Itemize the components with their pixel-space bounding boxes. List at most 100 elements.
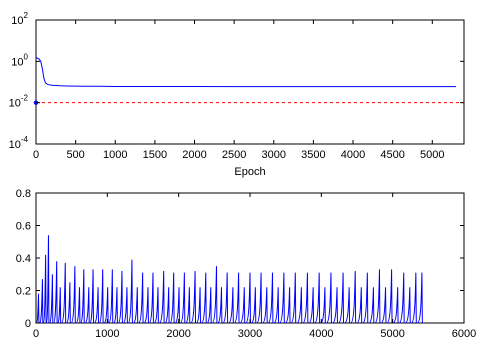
x-tick-label: 5000: [380, 328, 404, 340]
x-tick-label: 2000: [166, 328, 190, 340]
x-tick-label: 5000: [420, 149, 444, 161]
y-tick-label: 100: [11, 52, 28, 68]
spike-mark: [84, 287, 90, 324]
spike-mark: [80, 269, 85, 324]
y-tick-label: 0.4: [16, 253, 31, 265]
spike-mark: [75, 287, 81, 324]
spike-mark: [416, 272, 423, 324]
x-tick-label: 0: [33, 328, 39, 340]
x-tick-label: 1000: [103, 149, 127, 161]
spike-mark: [153, 287, 159, 324]
spike-mark: [386, 269, 393, 324]
spike-mark: [362, 272, 369, 324]
spike-mark: [132, 287, 139, 324]
spike-mark: [42, 254, 47, 324]
y-tick-label: 0: [25, 318, 31, 330]
spike-mark: [308, 287, 315, 324]
x-tick-label: 3000: [238, 328, 262, 340]
x-tick-label: 2000: [182, 149, 206, 161]
spike-mark: [392, 287, 399, 324]
spike-mark: [228, 287, 234, 324]
spike-mark: [211, 266, 218, 324]
spike-mark: [290, 272, 297, 324]
x-tick-label: 0: [33, 149, 39, 161]
spike-mark: [404, 287, 411, 324]
spike-mark: [256, 272, 262, 324]
spike-mark: [262, 287, 268, 324]
y-tick-label: 10-4: [9, 135, 29, 151]
spike-mark: [185, 287, 191, 324]
spike-mark: [410, 272, 417, 324]
x-tick-label: 3000: [262, 149, 286, 161]
x-tick-label: 500: [66, 149, 84, 161]
top-x-axis-label: Epoch: [234, 166, 265, 178]
spike-mark: [285, 287, 291, 324]
spike-mark: [108, 269, 114, 324]
spike-mark: [48, 274, 54, 324]
performance-line: [35, 56, 457, 88]
bottom-x-ticks: 0 1000 2000 3000 4000 5000 6000: [33, 193, 476, 340]
x-tick-label: 1000: [95, 328, 119, 340]
spike-mark: [158, 270, 165, 324]
bottom-plot-area: [35, 235, 423, 324]
x-tick-label: 4500: [380, 149, 404, 161]
spike-mark: [239, 287, 246, 324]
spike-mark: [93, 287, 99, 324]
spike-mark: [279, 272, 285, 324]
x-tick-label: 4000: [309, 328, 333, 340]
x-tick-label: 6000: [452, 328, 476, 340]
spike-mark: [164, 287, 170, 324]
spike-mark: [267, 272, 274, 324]
spike-mark: [380, 287, 387, 324]
spike-mark: [98, 269, 104, 324]
x-tick-label: 3500: [301, 149, 325, 161]
bottom-axes: 0 1000 2000 3000 4000 5000 6000 0 0.2 0.4 0.6 0.8: [16, 188, 477, 340]
spike-mark: [103, 287, 109, 324]
spike-mark: [368, 287, 375, 324]
spike-mark: [233, 272, 240, 324]
spike-mark: [206, 287, 212, 324]
y-tick-label: 10-2: [9, 94, 29, 110]
spike-mark: [38, 279, 44, 324]
x-tick-label: 1500: [143, 149, 167, 161]
x-tick-label: 2500: [222, 149, 246, 161]
y-tick-label: 0.8: [16, 188, 31, 200]
top-x-ticks: 0 500 1000 1500 2000 2500 3000 3500 4000 4500 5000: [33, 20, 445, 161]
y-tick-label: 0.2: [16, 286, 31, 298]
spike-mark: [122, 287, 128, 324]
bottom-y-ticks: 0 0.2 0.4 0.6 0.8: [16, 188, 464, 330]
spike-mark: [356, 287, 363, 324]
top-axes-box: [35, 19, 465, 145]
spike-mark: [179, 272, 186, 324]
spike-mark: [222, 272, 229, 324]
spike-mark: [65, 282, 71, 324]
top-y-ticks: 10-4 10-2 100 102: [9, 11, 464, 151]
spike-mark: [338, 272, 345, 324]
spike-mark: [112, 287, 118, 324]
spike-mark: [245, 272, 251, 324]
spike-mark: [325, 272, 332, 324]
y-tick-label: 0.6: [16, 221, 31, 233]
spike-mark: [138, 272, 144, 324]
spike-mark: [127, 259, 133, 324]
spike-mark: [350, 270, 357, 324]
spike-mark: [70, 266, 76, 324]
spike-mark: [273, 287, 280, 324]
spike-mark: [117, 270, 123, 324]
y-tick-label: 102: [11, 11, 28, 27]
spike-mark: [296, 287, 303, 324]
spike-mark: [332, 287, 338, 324]
spike-mark: [195, 287, 201, 324]
spike-mark: [45, 235, 50, 324]
spike-mark: [57, 287, 62, 324]
spike-mark: [174, 287, 180, 324]
spike-mark: [302, 272, 309, 324]
spike-mark: [148, 272, 154, 324]
spike-mark: [251, 287, 257, 324]
spike-mark: [190, 270, 196, 324]
spike-mark: [398, 272, 405, 324]
spike-mark: [169, 272, 175, 324]
spike-mark: [374, 269, 381, 324]
spike-mark: [61, 262, 67, 324]
